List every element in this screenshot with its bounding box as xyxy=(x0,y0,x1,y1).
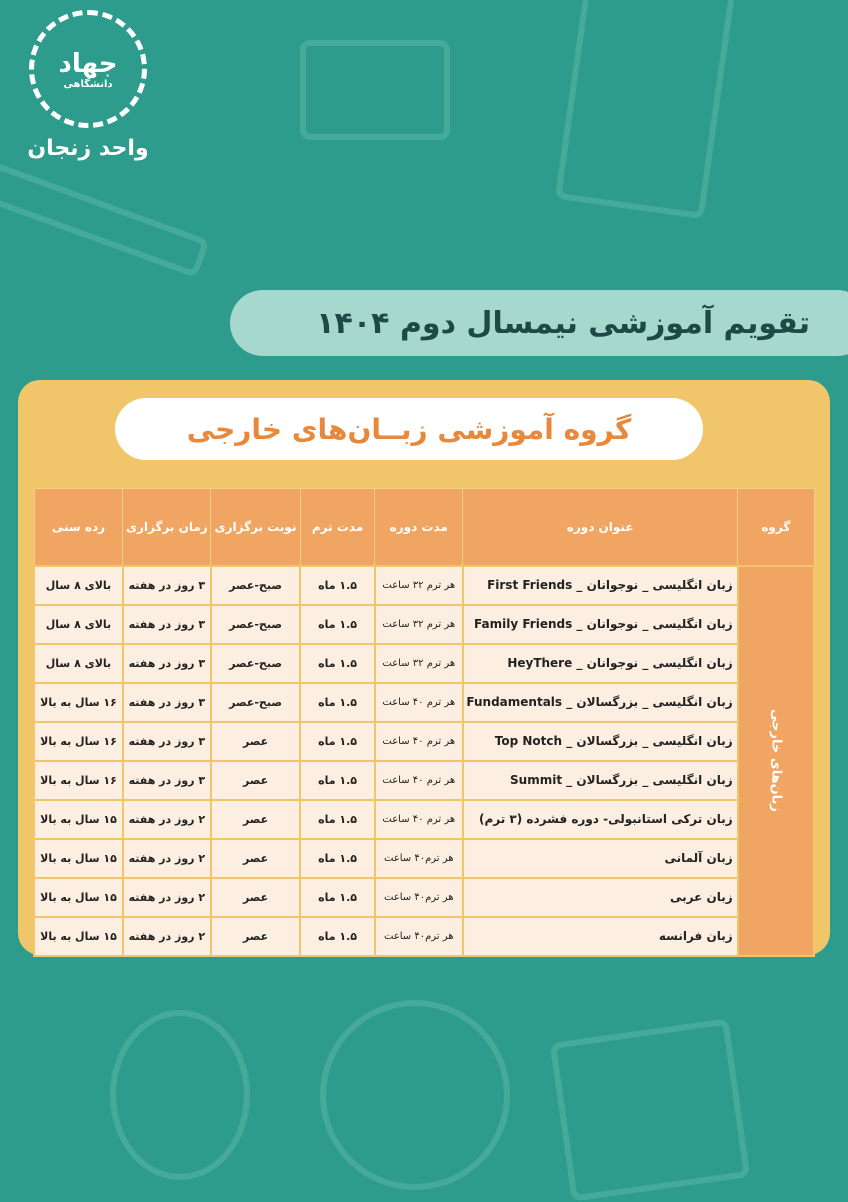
term-duration: ۱.۵ ماه xyxy=(299,720,376,762)
table-row: زبان انگلیسی _ بزرگسالان _ Top Notch هر ت… xyxy=(33,720,814,762)
column-header: زمان برگزاری xyxy=(122,488,212,566)
schedule-panel: گروه آموزشی زبــان‌های خارجی گروه عنوان د… xyxy=(18,380,830,957)
table-row: زبان انگلیسی _ بزرگسالان _ Summit هر ترم … xyxy=(33,759,814,801)
table-row: زبان‌های خارجی زبان انگلیسی _ نوجوانان _ … xyxy=(33,564,816,957)
course-title: زبان انگلیسی _ نوجوانان _ HeyThere xyxy=(461,642,739,684)
group-title: گروه آموزشی زبــان‌های خارجی xyxy=(186,412,632,446)
age-group: ۱۶ سال به بالا xyxy=(33,681,124,723)
shift: صبح-عصر xyxy=(209,642,302,684)
group-cell: زبان‌های خارجی xyxy=(736,564,816,957)
table-row: زبان انگلیسی _ نوجوانان _ HeyThere هر ترم… xyxy=(33,642,814,684)
shift: عصر xyxy=(209,837,302,879)
course-duration: هر ترم ۴۰ ساعت xyxy=(373,681,464,723)
term-duration: ۱.۵ ماه xyxy=(299,876,376,918)
logo-unit: واحد زنجان xyxy=(27,136,149,161)
course-title: زبان عربی xyxy=(461,876,739,918)
table-row: زبان عربی هر ترم۴۰ ساعت ۱.۵ ماه عصر ۲ روز در… xyxy=(33,876,814,918)
course-duration: هر ترم۴۰ ساعت xyxy=(373,915,464,957)
column-header: مدت ترم xyxy=(299,488,376,566)
column-header: عنوان دوره xyxy=(462,488,739,566)
term-duration: ۱.۵ ماه xyxy=(299,681,376,723)
paper-decoration xyxy=(549,1018,751,1202)
age-group: بالای ۸ سال xyxy=(33,603,124,645)
shift: عصر xyxy=(209,720,302,762)
age-group: ۱۵ سال به بالا xyxy=(33,837,124,879)
schedule: ۳ روز در هفته xyxy=(121,681,212,723)
column-header: رده سنی xyxy=(33,488,124,566)
term-duration: ۱.۵ ماه xyxy=(299,837,376,879)
table-header: گروه عنوان دوره مدت دوره مدت ترم نوبت برگزار… xyxy=(33,488,815,566)
term-duration: ۱.۵ ماه xyxy=(299,798,376,840)
title-banner: تقویم آموزشی نیمسال دوم ۱۴۰۴ xyxy=(230,290,848,356)
column-header: مدت دوره xyxy=(374,488,464,566)
course-duration: هر ترم ۴۰ ساعت xyxy=(373,720,464,762)
age-group: بالای ۸ سال xyxy=(33,642,124,684)
course-duration: هر ترم ۳۲ ساعت xyxy=(373,603,464,645)
course-title: زبان انگلیسی _ بزرگسالان _ Fundamentals xyxy=(461,681,739,723)
logo-name: جهاد xyxy=(58,48,118,79)
age-group: بالای ۸ سال xyxy=(33,564,124,606)
term-duration: ۱.۵ ماه xyxy=(299,564,376,606)
notebook-decoration xyxy=(554,0,736,220)
age-group: ۱۵ سال به بالا xyxy=(33,798,124,840)
course-title: زبان آلمانی xyxy=(461,837,739,879)
schedule: ۳ روز در هفته xyxy=(121,564,212,606)
book-decoration xyxy=(300,40,450,140)
age-group: ۱۵ سال به بالا xyxy=(33,915,124,957)
course-title: زبان انگلیسی _ بزرگسالان _ Top Notch xyxy=(461,720,739,762)
shift: عصر xyxy=(209,798,302,840)
schedule-table: گروه عنوان دوره مدت دوره مدت ترم نوبت برگزار… xyxy=(33,488,816,957)
pencil-decoration xyxy=(0,161,210,279)
course-duration: هر ترم۴۰ ساعت xyxy=(373,837,464,879)
column-header: نوبت برگزاری xyxy=(210,488,301,566)
lightbulb-decoration xyxy=(110,1010,250,1180)
term-duration: ۱.۵ ماه xyxy=(299,603,376,645)
age-group: ۱۵ سال به بالا xyxy=(33,876,124,918)
course-duration: هر ترم ۴۰ ساعت xyxy=(373,798,464,840)
shift: عصر xyxy=(209,759,302,801)
course-title: زبان فرانسه xyxy=(461,915,739,957)
course-title: زبان انگلیسی _ نوجوانان _ First Friends xyxy=(461,564,739,606)
age-group: ۱۶ سال به بالا xyxy=(33,720,124,762)
age-group: ۱۶ سال به بالا xyxy=(33,759,124,801)
table-row: زبان انگلیسی _ بزرگسالان _ Fundamentals ه… xyxy=(33,681,814,723)
course-title: زبان ترکی استانبولی- دوره فشرده (۳ ترم) xyxy=(461,798,739,840)
schedule: ۲ روز در هفته xyxy=(121,915,212,957)
course-title: زبان انگلیسی _ نوجوانان _ Family Friends xyxy=(461,603,739,645)
table-row: زبان فرانسه هر ترم۴۰ ساعت ۱.۵ ماه عصر ۲ روز … xyxy=(33,915,814,957)
page-title: تقویم آموزشی نیمسال دوم ۱۴۰۴ xyxy=(316,305,810,341)
schedule: ۲ روز در هفته xyxy=(121,876,212,918)
globe-decoration xyxy=(320,1000,510,1190)
schedule: ۳ روز در هفته xyxy=(121,642,212,684)
shift: صبح-عصر xyxy=(209,564,302,606)
course-title: زبان انگلیسی _ بزرگسالان _ Summit xyxy=(461,759,739,801)
shift: عصر xyxy=(209,876,302,918)
term-duration: ۱.۵ ماه xyxy=(299,642,376,684)
table-row: زبان آلمانی هر ترم۴۰ ساعت ۱.۵ ماه عصر ۲ روز … xyxy=(33,837,814,879)
schedule: ۳ روز در هفته xyxy=(121,603,212,645)
term-duration: ۱.۵ ماه xyxy=(299,915,376,957)
schedule: ۳ روز در هفته xyxy=(121,759,212,801)
course-duration: هر ترم ۴۰ ساعت xyxy=(373,759,464,801)
course-duration: هر ترم ۳۲ ساعت xyxy=(373,642,464,684)
schedule: ۲ روز در هفته xyxy=(121,837,212,879)
table-row: زبان انگلیسی _ نوجوانان _ Family Friends… xyxy=(33,603,814,645)
shift: عصر xyxy=(209,915,302,957)
schedule: ۲ روز در هفته xyxy=(121,798,212,840)
schedule: ۳ روز در هفته xyxy=(121,720,212,762)
subtitle-banner: گروه آموزشی زبــان‌های خارجی xyxy=(115,398,703,460)
logo: جهاد دانشگاهی واحد زنجان xyxy=(18,10,158,161)
logo-subtitle: دانشگاهی xyxy=(63,78,113,90)
course-duration: هر ترم ۳۲ ساعت xyxy=(373,564,464,606)
course-duration: هر ترم۴۰ ساعت xyxy=(373,876,464,918)
term-duration: ۱.۵ ماه xyxy=(299,759,376,801)
shift: صبح-عصر xyxy=(209,681,302,723)
logo-emblem: جهاد دانشگاهی xyxy=(29,10,147,128)
table-row: زبان ترکی استانبولی- دوره فشرده (۳ ترم) ه… xyxy=(33,798,814,840)
column-header: گروه xyxy=(737,488,815,566)
shift: صبح-عصر xyxy=(209,603,302,645)
